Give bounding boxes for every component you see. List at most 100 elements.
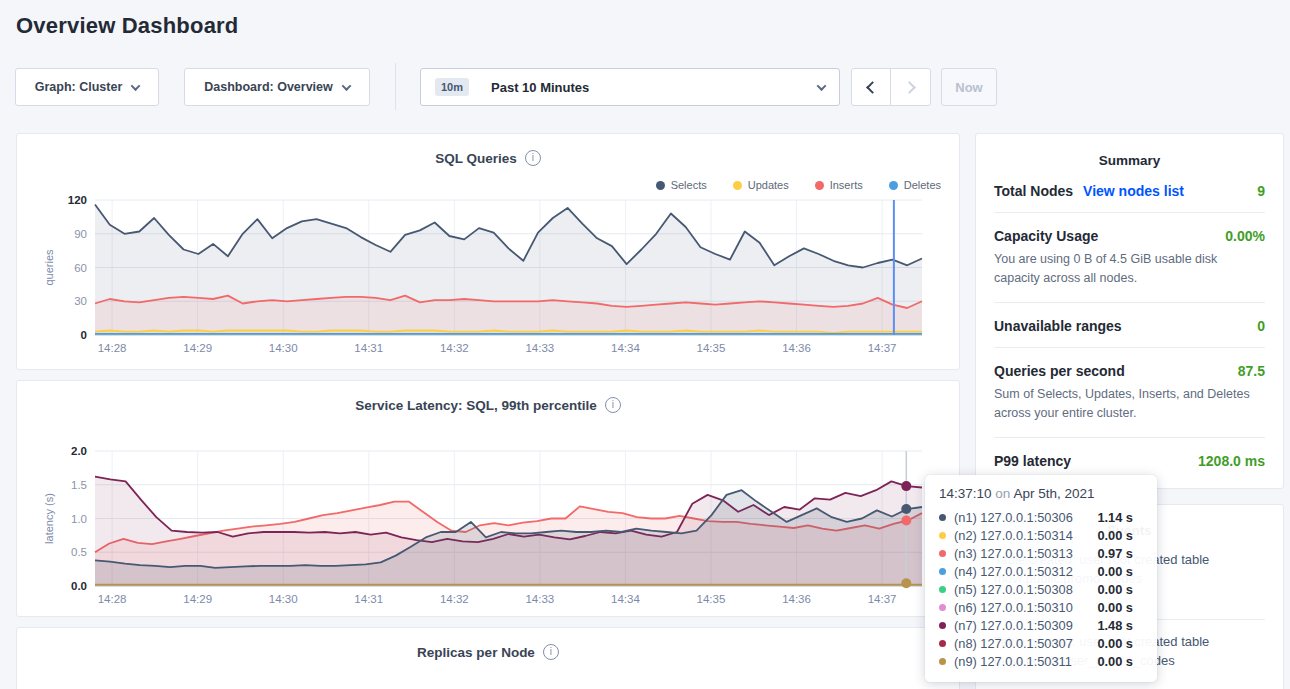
- x-tick-label: 14:33: [525, 593, 554, 605]
- x-tick-label: 14:31: [354, 342, 383, 354]
- tooltip-row: (n9) 127.0.0.1:50311 0.00 s: [939, 652, 1143, 670]
- summary-value: 9: [1257, 183, 1265, 199]
- x-tick-label: 14:35: [697, 593, 726, 605]
- y-tick-label: 2.0: [71, 445, 87, 457]
- x-tick-label: 14:34: [611, 593, 640, 605]
- summary-value: 0: [1257, 318, 1265, 334]
- summary-row-total-nodes: Total Nodes View nodes list 9: [994, 168, 1265, 213]
- replicas-chart-card: Replicas per Node i: [16, 627, 960, 689]
- series-dot-icon: [939, 586, 946, 593]
- summary-label: P99 latency: [994, 453, 1071, 469]
- tooltip-row: (n5) 127.0.0.1:50308 0.00 s: [939, 580, 1143, 598]
- series-dot-icon: [939, 622, 946, 629]
- tooltip-node-label: (n4) 127.0.0.1:50312: [954, 564, 1073, 579]
- tooltip-node-value: 0.00 s: [1097, 564, 1143, 579]
- tooltip-node-value: 0.00 s: [1097, 582, 1143, 597]
- series-dot-icon: [939, 532, 946, 539]
- x-tick-label: 14:30: [269, 342, 298, 354]
- time-prev-button[interactable]: [851, 68, 891, 106]
- x-tick-label: 14:28: [98, 342, 127, 354]
- series-dot-icon: [939, 568, 946, 575]
- legend-item-updates[interactable]: Updates: [733, 179, 789, 191]
- series-dot-icon: [939, 550, 946, 557]
- tooltip-node-label: (n1) 127.0.0.1:50306: [954, 510, 1073, 525]
- y-tick-label: 30: [74, 295, 87, 307]
- legend-label: Selects: [671, 179, 707, 191]
- info-icon[interactable]: i: [525, 150, 541, 166]
- summary-row-capacity: Capacity Usage 0.00% You are using 0 B o…: [994, 213, 1265, 303]
- tooltip-row: (n2) 127.0.0.1:503140.00 s: [939, 526, 1143, 544]
- summary-label: Queries per second: [994, 363, 1125, 379]
- tooltip-node-label: (n2) 127.0.0.1:50314: [954, 528, 1073, 543]
- summary-label: Unavailable ranges: [994, 318, 1122, 334]
- legend-dot-icon: [889, 181, 898, 190]
- y-tick-label: 120: [68, 194, 87, 206]
- view-nodes-list-link[interactable]: View nodes list: [1083, 183, 1184, 199]
- legend-item-inserts[interactable]: Inserts: [815, 179, 863, 191]
- chevron-left-icon: [866, 81, 879, 94]
- service-latency-chart[interactable]: 0.00.51.01.52.014:2814:2914:3014:3114:32…: [17, 443, 961, 613]
- chart-legend: Selects Updates Inserts Deletes: [656, 179, 941, 191]
- x-tick-label: 14:29: [183, 593, 212, 605]
- chevron-down-icon: [341, 81, 351, 91]
- summary-row-qps: Queries per second 87.5 Sum of Selects, …: [994, 348, 1265, 438]
- x-tick-label: 14:36: [782, 593, 811, 605]
- dashboard-dropdown[interactable]: Dashboard: Overview: [184, 68, 370, 106]
- x-tick-label: 14:35: [697, 342, 726, 354]
- legend-item-deletes[interactable]: Deletes: [889, 179, 941, 191]
- series-dot-icon: [939, 604, 946, 611]
- tooltip-node-label: (n3) 127.0.0.1:50313: [954, 546, 1073, 561]
- tooltip-node-label: (n7) 127.0.0.1:50309: [954, 618, 1073, 633]
- legend-item-selects[interactable]: Selects: [656, 179, 707, 191]
- x-tick-label: 14:30: [269, 593, 298, 605]
- time-range-label: Past 10 Minutes: [491, 80, 589, 95]
- chart-title: Service Latency: SQL, 99th percentile: [355, 398, 597, 413]
- series-dot-icon: [939, 640, 946, 647]
- info-icon[interactable]: i: [605, 397, 621, 413]
- tooltip-node-value: 1.14 s: [1097, 510, 1143, 525]
- summary-label: Capacity Usage: [994, 228, 1098, 244]
- tooltip-row: (n7) 127.0.0.1:50309 1.48 s: [939, 616, 1143, 634]
- crosshair-dot: [901, 516, 911, 526]
- summary-description: You are using 0 B of 4.5 GiB usable disk…: [994, 250, 1265, 289]
- tooltip-row: (n1) 127.0.0.1:50306 1.14 s: [939, 508, 1143, 526]
- summary-description: Sum of Selects, Updates, Inserts, and De…: [994, 385, 1265, 424]
- tooltip-row: (n6) 127.0.0.1:503100.00 s: [939, 598, 1143, 616]
- summary-panel: Summary Total Nodes View nodes list 9 Ca…: [975, 133, 1284, 489]
- y-tick-label: 1.5: [71, 479, 87, 491]
- tooltip-node-value: 0.00 s: [1097, 654, 1143, 669]
- time-now-button[interactable]: Now: [941, 68, 997, 106]
- sql-queries-chart-card: SQL Queries i Selects Updates Inserts Delet…: [16, 133, 960, 370]
- tooltip-node-label: (n9) 127.0.0.1:50311: [954, 654, 1072, 669]
- now-button-label: Now: [955, 80, 982, 95]
- tooltip-node-value: 0.97 s: [1097, 546, 1143, 561]
- x-tick-label: 14:28: [98, 593, 127, 605]
- graph-dropdown-label: Graph: Cluster: [35, 80, 123, 94]
- time-range-dropdown[interactable]: 10m Past 10 Minutes: [420, 68, 840, 106]
- summary-title: Summary: [994, 134, 1265, 168]
- y-tick-label: 90: [74, 228, 87, 240]
- page-title: Overview Dashboard: [16, 13, 238, 39]
- crosshair-dot: [901, 578, 911, 588]
- tooltip-node-label: (n6) 127.0.0.1:50310: [954, 600, 1073, 615]
- graph-dropdown[interactable]: Graph: Cluster: [15, 68, 159, 106]
- sql-queries-chart[interactable]: 030609012014:2814:2914:3014:3114:3214:33…: [17, 192, 961, 362]
- tooltip-node-value: 1.48 s: [1097, 618, 1143, 633]
- summary-label: Total Nodes: [994, 183, 1073, 199]
- info-icon[interactable]: i: [543, 644, 559, 660]
- dashboard-dropdown-label: Dashboard: Overview: [204, 80, 333, 94]
- service-latency-chart-card: Service Latency: SQL, 99th percentile i …: [16, 380, 960, 617]
- tooltip-node-label: (n5) 127.0.0.1:50308: [954, 582, 1073, 597]
- chart-title: SQL Queries: [435, 151, 517, 166]
- x-tick-label: 14:34: [611, 342, 640, 354]
- legend-dot-icon: [733, 181, 742, 190]
- tooltip-timestamp: 14:37:10 on Apr 5th, 2021: [939, 486, 1143, 501]
- series-dot-icon: [939, 514, 946, 521]
- series-dot-icon: [939, 658, 946, 665]
- y-tick-label: 60: [74, 262, 87, 274]
- time-next-button[interactable]: [890, 68, 931, 106]
- crosshair-dot: [901, 504, 911, 514]
- x-tick-label: 14:29: [183, 342, 212, 354]
- tooltip-node-value: 0.00 s: [1097, 636, 1143, 651]
- summary-value: 87.5: [1238, 363, 1265, 379]
